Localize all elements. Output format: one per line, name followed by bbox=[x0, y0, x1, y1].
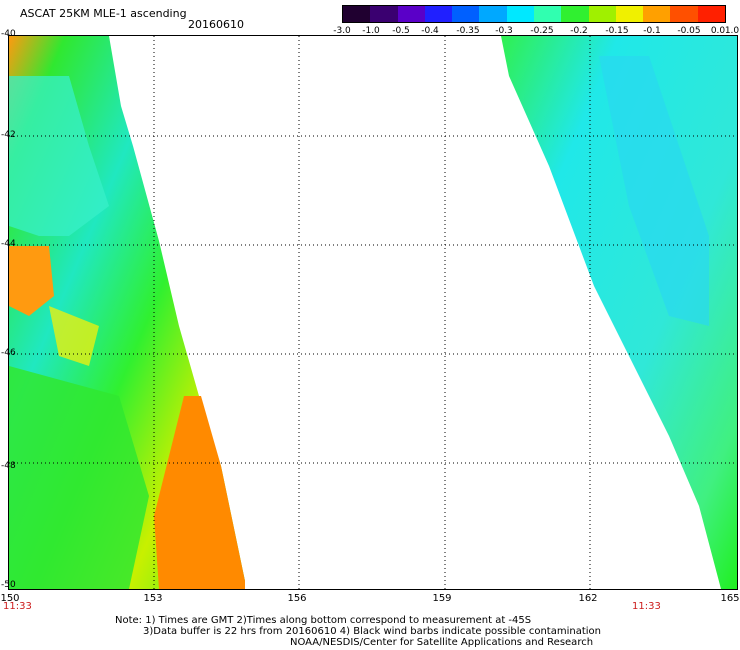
colorbar-swatch bbox=[697, 6, 725, 22]
footnotes: Note: 1) Times are GMT 2)Times along bot… bbox=[115, 615, 601, 648]
colorbar-swatch bbox=[643, 6, 671, 22]
note-line-2: 3)Data buffer is 22 hrs from 20160610 4)… bbox=[143, 626, 601, 637]
colorbar-swatch bbox=[670, 6, 698, 22]
colorbar-tick-labels: -3.0 -1.0 -0.5 -0.4 -0.35 -0.3 -0.25 -0.… bbox=[330, 26, 740, 38]
colorbar-swatch bbox=[561, 6, 589, 22]
colorbar-label: -0.3 bbox=[495, 26, 513, 36]
x-axis-label: 159 bbox=[432, 593, 452, 604]
colorbar-label: -0.4 bbox=[421, 26, 439, 36]
western-cyan-band bbox=[9, 76, 109, 236]
colorbar-swatch bbox=[533, 6, 562, 22]
product-date: 20160610 bbox=[188, 18, 244, 31]
colorbar-swatch bbox=[424, 6, 453, 22]
colorbar-label: -0.25 bbox=[530, 26, 554, 36]
western-orange-patch bbox=[9, 246, 54, 316]
product-title: ASCAT 25KM MLE-1 ascending bbox=[20, 7, 187, 20]
time-label-left: 11:33 bbox=[3, 601, 32, 612]
colorbar-label: -0.15 bbox=[605, 26, 629, 36]
colorbar-label: -3.0 bbox=[333, 26, 351, 36]
colorbar-label: -1.0 bbox=[362, 26, 380, 36]
orange-tongue bbox=[154, 396, 245, 589]
map-plot-area bbox=[8, 35, 738, 590]
x-axis-label: 153 bbox=[143, 593, 163, 604]
note-line-1: Note: 1) Times are GMT 2)Times along bot… bbox=[115, 615, 532, 626]
colorbar-swatch bbox=[615, 6, 644, 22]
y-axis-label: -42 bbox=[1, 130, 16, 140]
colorbar-label: -0.5 bbox=[392, 26, 410, 36]
x-axis-label: 162 bbox=[578, 593, 598, 604]
colorbar-label: -0.1 bbox=[643, 26, 661, 36]
colorbar-swatch bbox=[452, 6, 480, 22]
wind-swath-map bbox=[9, 36, 737, 589]
colorbar-swatch bbox=[343, 6, 371, 22]
note-line-3: NOAA/NESDIS/Center for Satellite Applica… bbox=[290, 637, 594, 648]
x-axis-label: 156 bbox=[287, 593, 307, 604]
colorbar-swatch bbox=[588, 6, 616, 22]
colorbar-label: -0.35 bbox=[456, 26, 480, 36]
y-axis-label: -46 bbox=[1, 348, 16, 358]
colorbar-swatch bbox=[370, 6, 398, 22]
y-axis-label: -48 bbox=[1, 461, 16, 471]
colorbar-label: 1.0 bbox=[724, 26, 740, 36]
y-axis-label: -40 bbox=[1, 29, 16, 39]
time-label-right: 11:33 bbox=[632, 601, 661, 612]
western-green-lower bbox=[9, 366, 149, 589]
western-yellow-band bbox=[49, 306, 99, 366]
colorbar-label: -0.05 bbox=[677, 26, 701, 36]
colorbar-label: 0.0 bbox=[710, 26, 726, 36]
colorbar-swatch bbox=[397, 6, 425, 22]
colorbar-swatch bbox=[506, 6, 534, 22]
x-axis-label: 150 bbox=[0, 593, 20, 604]
eastern-cyan-core bbox=[599, 56, 709, 326]
x-axis-label: 165 bbox=[720, 593, 740, 604]
y-axis-label: -50 bbox=[1, 580, 16, 590]
graticule bbox=[9, 36, 737, 589]
colorbar bbox=[342, 5, 726, 23]
colorbar-label: -0.2 bbox=[570, 26, 588, 36]
colorbar-swatch bbox=[479, 6, 507, 22]
y-axis-label: -44 bbox=[1, 239, 16, 249]
